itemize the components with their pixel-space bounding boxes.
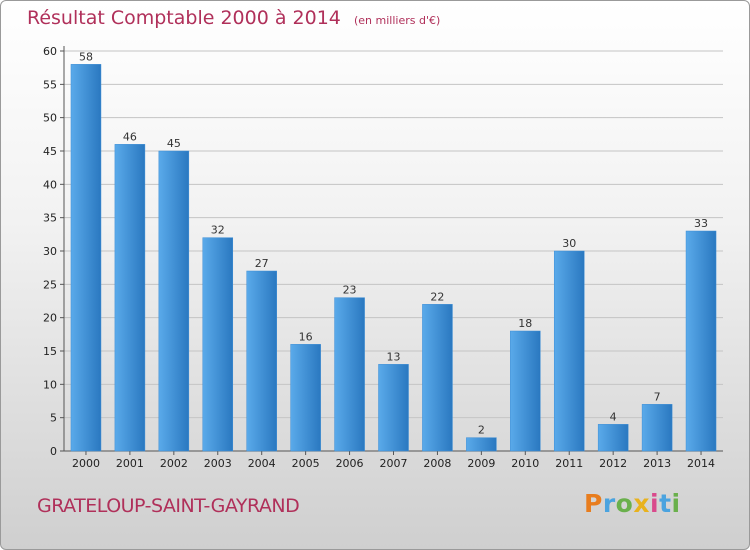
data-label: 4 (610, 410, 617, 423)
bar-2013[interactable] (641, 404, 673, 452)
chart-title: Résultat Comptable 2000 à 2014 (27, 7, 341, 29)
x-tick-label: 2006 (336, 457, 364, 470)
x-tick-label: 2014 (687, 457, 715, 470)
data-label: 22 (430, 290, 444, 303)
data-label: 18 (518, 317, 532, 330)
x-tick-label: 2005 (292, 457, 320, 470)
y-tick-label: 40 (43, 178, 57, 191)
y-tick-label: 30 (43, 245, 57, 258)
title-block: Résultat Comptable 2000 à 2014 (en milli… (27, 7, 440, 29)
logo-letter: r (602, 489, 616, 518)
bar-2004[interactable] (246, 270, 277, 452)
x-tick-label: 2010 (511, 457, 539, 470)
data-label: 16 (299, 330, 313, 343)
x-tick-label: 2008 (423, 457, 451, 470)
y-tick-label: 5 (50, 412, 57, 425)
bar-2008[interactable] (422, 304, 453, 452)
x-tick-label: 2004 (248, 457, 276, 470)
data-label: 30 (562, 237, 576, 250)
logo-letter: P (584, 489, 603, 518)
y-tick-label: 55 (43, 78, 57, 91)
y-tick-label: 25 (43, 278, 57, 291)
y-tick-label: 20 (43, 312, 57, 325)
bar-2000[interactable] (70, 64, 102, 452)
data-label: 45 (167, 137, 181, 150)
data-label: 7 (654, 390, 661, 403)
proxiti-logo[interactable]: Proxiti (584, 489, 681, 518)
y-tick-label: 50 (43, 112, 57, 125)
bar-2007[interactable] (378, 364, 409, 452)
x-tick-label: 2003 (204, 457, 232, 470)
bar-2009[interactable] (466, 437, 497, 452)
data-label: 27 (255, 257, 269, 270)
chart-subtitle: (en milliers d'€) (353, 14, 441, 27)
x-tick-label: 2012 (599, 457, 627, 470)
logo-letter: o (615, 489, 634, 518)
logo-letter: t (659, 489, 672, 518)
x-tick-label: 2007 (380, 457, 408, 470)
x-tick-label: 2009 (467, 457, 495, 470)
bar-2002[interactable] (158, 150, 190, 452)
bar-2010[interactable] (510, 330, 541, 452)
data-label: 58 (79, 50, 93, 63)
y-tick-label: 15 (43, 345, 57, 358)
data-label: 33 (694, 217, 708, 230)
x-tick-label: 2013 (643, 457, 671, 470)
bar-2001[interactable] (114, 144, 146, 452)
bar-2003[interactable] (202, 237, 234, 452)
x-tick-label: 2001 (116, 457, 144, 470)
x-tick-label: 2000 (72, 457, 100, 470)
commune-name: GRATELOUP-SAINT-GAYRAND (37, 495, 300, 517)
y-tick-label: 60 (43, 45, 57, 58)
x-tick-label: 2002 (160, 457, 188, 470)
data-label: 13 (387, 350, 401, 363)
logo-letter: i (671, 489, 681, 518)
data-label: 32 (211, 224, 225, 237)
bar-2006[interactable] (334, 297, 365, 452)
data-label: 2 (478, 424, 485, 437)
bar-2011[interactable] (553, 250, 585, 452)
data-label: 46 (123, 130, 137, 143)
logo-letter: i (650, 489, 660, 518)
bar-2014[interactable] (685, 230, 717, 452)
y-tick-label: 0 (50, 445, 57, 458)
bar-2012[interactable] (597, 424, 629, 452)
y-tick-label: 45 (43, 145, 57, 158)
logo-letter: x (633, 489, 650, 518)
y-tick-label: 35 (43, 212, 57, 225)
x-tick-label: 2011 (555, 457, 583, 470)
data-label: 23 (343, 284, 357, 297)
bar-2005[interactable] (290, 344, 321, 452)
y-tick-label: 10 (43, 378, 57, 391)
